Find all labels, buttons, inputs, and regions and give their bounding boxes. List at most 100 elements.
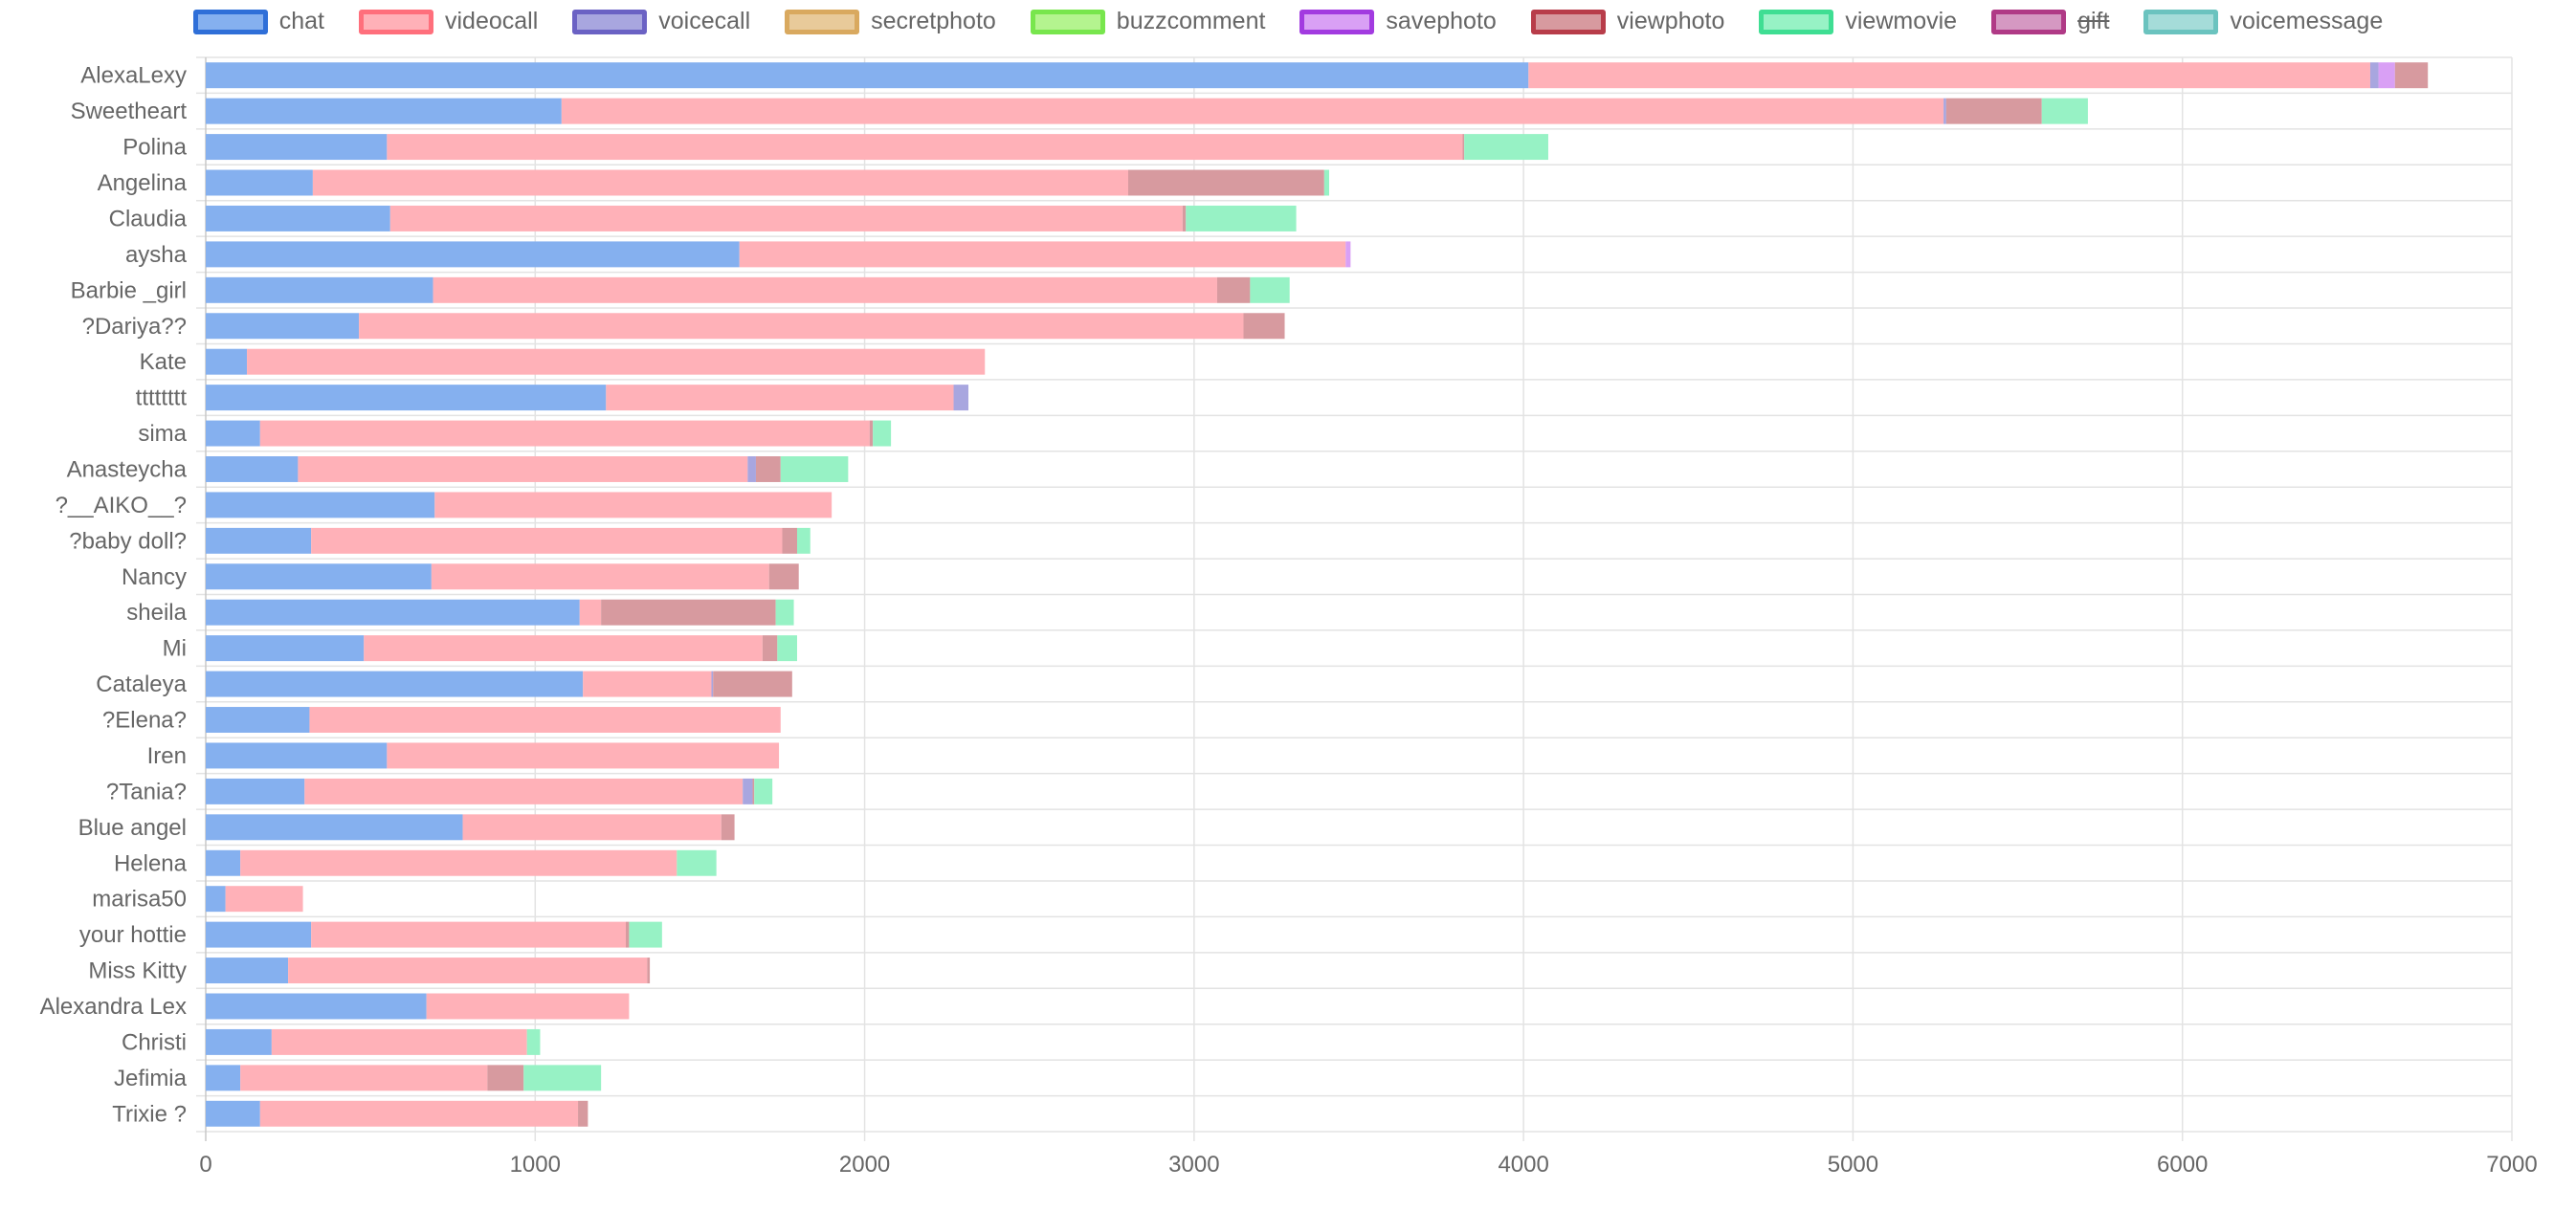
bar-segment-videocall[interactable] <box>431 563 769 590</box>
bar-segment-viewmovie[interactable] <box>1323 169 1330 196</box>
bar-segment-viewphoto[interactable] <box>768 563 799 590</box>
bar-segment-chat[interactable] <box>206 778 305 804</box>
bar-segment-voicecall[interactable] <box>953 385 969 411</box>
bar-segment-chat[interactable] <box>206 635 365 662</box>
legend-item-secretphoto[interactable]: secretphoto <box>785 8 996 35</box>
bar-segment-viewphoto[interactable] <box>1216 276 1251 303</box>
bar-segment-chat[interactable] <box>206 420 260 447</box>
bar-segment-viewphoto[interactable] <box>752 778 755 804</box>
bar-segment-chat[interactable] <box>206 241 740 268</box>
bar-segment-videocall[interactable] <box>426 993 630 1020</box>
bar-segment-viewmovie[interactable] <box>677 849 717 876</box>
bar-segment-videocall[interactable] <box>434 492 833 518</box>
bar-segment-voicecall[interactable] <box>747 456 756 482</box>
bar-segment-chat[interactable] <box>206 169 313 196</box>
bar-segment-viewphoto[interactable] <box>647 958 651 984</box>
bar-segment-chat[interactable] <box>206 385 607 411</box>
bar-segment-videocall[interactable] <box>247 348 986 375</box>
bar-segment-videocall[interactable] <box>433 276 1217 303</box>
bar-segment-chat[interactable] <box>206 134 388 161</box>
bar-segment-viewphoto[interactable] <box>713 671 792 697</box>
bar-segment-viewphoto[interactable] <box>578 1100 588 1127</box>
bar-segment-chat[interactable] <box>206 849 241 876</box>
bar-segment-chat[interactable] <box>206 276 433 303</box>
legend-item-buzzcomment[interactable]: buzzcomment <box>1030 8 1265 35</box>
bar-segment-viewmovie[interactable] <box>526 1028 541 1055</box>
bar-segment-chat[interactable] <box>206 886 226 913</box>
bar-segment-chat[interactable] <box>206 98 562 124</box>
bar-segment-videocall[interactable] <box>225 886 303 913</box>
bar-segment-videocall[interactable] <box>1528 62 2370 89</box>
bar-segment-voicecall[interactable] <box>1943 98 1946 124</box>
bar-segment-viewphoto[interactable] <box>601 599 776 626</box>
bar-segment-videocall[interactable] <box>271 1028 527 1055</box>
legend-item-savephoto[interactable]: savephoto <box>1299 8 1497 35</box>
bar-segment-chat[interactable] <box>206 492 435 518</box>
bar-segment-videocall[interactable] <box>606 385 954 411</box>
bar-segment-videocall[interactable] <box>240 849 677 876</box>
bar-segment-viewphoto[interactable] <box>1462 134 1465 161</box>
bar-segment-viewmovie[interactable] <box>796 527 811 554</box>
bar-segment-viewmovie[interactable] <box>629 921 662 948</box>
bar-segment-chat[interactable] <box>206 671 584 697</box>
bar-segment-videocall[interactable] <box>359 313 1244 340</box>
bar-segment-viewphoto[interactable] <box>721 814 735 841</box>
bar-segment-chat[interactable] <box>206 1028 272 1055</box>
bar-segment-savephoto[interactable] <box>2378 62 2395 89</box>
bar-segment-videocall[interactable] <box>364 635 763 662</box>
bar-segment-voicecall[interactable] <box>743 778 753 804</box>
bar-segment-chat[interactable] <box>206 958 289 984</box>
bar-segment-savephoto[interactable] <box>1345 241 1351 268</box>
bar-segment-videocall[interactable] <box>259 420 870 447</box>
bar-segment-videocall[interactable] <box>579 599 602 626</box>
bar-segment-videocall[interactable] <box>387 134 1463 161</box>
bar-segment-videocall[interactable] <box>583 671 712 697</box>
bar-segment-viewphoto[interactable] <box>782 527 797 554</box>
bar-segment-chat[interactable] <box>206 456 299 482</box>
bar-segment-videocall[interactable] <box>309 707 781 733</box>
bar-segment-viewphoto[interactable] <box>487 1065 524 1091</box>
bar-segment-chat[interactable] <box>206 348 248 375</box>
legend-item-voicecall[interactable]: voicecall <box>572 8 750 35</box>
bar-segment-videocall[interactable] <box>304 778 744 804</box>
bar-segment-chat[interactable] <box>206 1065 241 1091</box>
legend-item-chat[interactable]: chat <box>192 8 324 35</box>
bar-segment-viewphoto[interactable] <box>1243 313 1285 340</box>
bar-segment-viewmovie[interactable] <box>873 420 892 447</box>
bar-segment-viewmovie[interactable] <box>1250 276 1290 303</box>
bar-segment-viewphoto[interactable] <box>755 456 781 482</box>
bar-segment-viewmovie[interactable] <box>1464 134 1548 161</box>
bar-segment-viewphoto[interactable] <box>625 921 630 948</box>
bar-segment-videocall[interactable] <box>312 169 1129 196</box>
bar-segment-videocall[interactable] <box>240 1065 488 1091</box>
bar-segment-viewmovie[interactable] <box>780 456 849 482</box>
bar-segment-voicecall[interactable] <box>711 671 714 697</box>
bar-segment-chat[interactable] <box>206 527 312 554</box>
bar-segment-viewmovie[interactable] <box>777 635 797 662</box>
bar-segment-videocall[interactable] <box>259 1100 579 1127</box>
bar-segment-videocall[interactable] <box>311 921 626 948</box>
bar-segment-chat[interactable] <box>206 563 432 590</box>
bar-segment-viewmovie[interactable] <box>2041 98 2088 124</box>
bar-segment-viewphoto[interactable] <box>762 635 778 662</box>
bar-segment-videocall[interactable] <box>561 98 1944 124</box>
bar-segment-viewmovie[interactable] <box>523 1065 602 1091</box>
bar-segment-chat[interactable] <box>206 921 312 948</box>
bar-segment-chat[interactable] <box>206 742 388 769</box>
legend-item-gift[interactable]: gift <box>1991 8 2109 35</box>
bar-segment-viewphoto[interactable] <box>2394 62 2429 89</box>
bar-segment-videocall[interactable] <box>389 205 1183 231</box>
legend-item-viewphoto[interactable]: viewphoto <box>1530 8 1724 35</box>
bar-segment-voicecall[interactable] <box>2369 62 2379 89</box>
bar-segment-chat[interactable] <box>206 1100 260 1127</box>
bar-segment-chat[interactable] <box>206 313 360 340</box>
bar-segment-videocall[interactable] <box>387 742 780 769</box>
bar-segment-videocall[interactable] <box>739 241 1346 268</box>
bar-segment-chat[interactable] <box>206 814 463 841</box>
bar-segment-viewphoto[interactable] <box>1945 98 2042 124</box>
bar-segment-videocall[interactable] <box>298 456 748 482</box>
legend-item-voicemessage[interactable]: voicemessage <box>2143 8 2383 35</box>
bar-segment-viewmovie[interactable] <box>775 599 794 626</box>
bar-segment-chat[interactable] <box>206 707 310 733</box>
bar-segment-viewmovie[interactable] <box>1186 205 1297 231</box>
